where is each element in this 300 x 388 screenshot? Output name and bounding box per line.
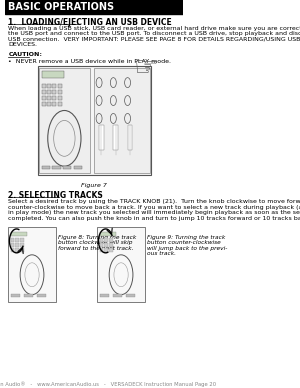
Bar [63,166,71,169]
Text: DEVICES.: DEVICES. [8,42,37,47]
Text: button counter-clockwise: button counter-clockwise [147,241,220,245]
Text: 1.  LOADING/EJECTING AN USB DEVICE: 1. LOADING/EJECTING AN USB DEVICE [8,18,172,27]
Text: USB connection.  VERY IMPORTANT: PLEASE SEE PAGE 8 FOR DETAILS REGARDING/USING U: USB connection. VERY IMPORTANT: PLEASE S… [8,37,300,42]
Bar [58,95,62,100]
Bar [52,166,61,169]
Bar [38,66,151,175]
Bar [15,238,19,242]
Bar [20,248,24,252]
Text: completed. You can also push the knob in and turn to jump 10 tracks forward or 1: completed. You can also push the knob in… [8,215,300,220]
Bar [5,0,183,14]
Bar [11,248,14,252]
Bar [47,95,51,100]
Text: the USB port and connect to the USB port. To disconnect a USB drive, stop playba: the USB port and connect to the USB port… [8,31,300,36]
Bar [100,294,109,297]
Text: •  NEVER remove a USB device while in PLAY mode.: • NEVER remove a USB device while in PLA… [8,59,171,64]
Bar [109,243,113,247]
Bar [20,243,24,247]
Bar [41,95,46,100]
Text: in play mode) the new track you selected will immediately begin playback as soon: in play mode) the new track you selected… [8,210,300,215]
Bar [41,166,50,169]
Bar [24,294,33,297]
Bar [52,102,56,106]
Text: ☞: ☞ [134,54,159,82]
Bar [47,102,51,106]
Text: ous track.: ous track. [147,251,175,256]
Bar [41,71,64,78]
Bar [20,238,24,242]
Bar [15,248,19,252]
Text: ©American Audio®   -   www.AmericanAudio.us   -   VERSADECK Instruction Manual P: ©American Audio® - www.AmericanAudio.us … [0,381,216,387]
Bar [113,294,122,297]
Bar [74,166,82,169]
Bar [11,238,14,242]
Text: button clockwise will skip: button clockwise will skip [58,241,132,245]
Text: will jump back to the previ-: will jump back to the previ- [147,246,227,251]
Bar [128,125,132,150]
Text: forward to the next track.: forward to the next track. [58,246,133,251]
Bar [11,294,20,297]
Bar [58,102,62,106]
Text: CAUTION:: CAUTION: [8,52,42,57]
Text: BASIC OPERATIONS: BASIC OPERATIONS [8,2,114,12]
Bar [39,68,90,173]
Bar [94,68,149,173]
Bar [104,238,108,242]
Bar [41,84,46,88]
Bar [47,84,51,88]
Bar [58,90,62,94]
Bar [104,248,108,252]
Bar [58,84,62,88]
Bar [100,243,103,247]
Bar [109,238,113,242]
Bar [47,90,51,94]
Bar [109,248,113,252]
Bar [41,102,46,106]
Bar [99,125,104,150]
Bar [8,227,56,301]
Bar [104,243,108,247]
Text: Figure 7: Figure 7 [81,183,107,188]
Text: Figure 8: Turning the track: Figure 8: Turning the track [58,235,136,240]
Bar [100,238,103,242]
Bar [100,248,103,252]
Bar [37,294,46,297]
Text: 2. SELECTING TRACKS: 2. SELECTING TRACKS [8,191,103,200]
Bar [52,95,56,100]
Text: Figure 9: Turning the track: Figure 9: Turning the track [147,235,225,240]
Bar [41,90,46,94]
Bar [97,227,145,301]
Bar [15,243,19,247]
Text: Select a desired track by using the TRACK KNOB (21).  Turn the knob clockwise to: Select a desired track by using the TRAC… [8,199,300,204]
Bar [11,243,14,247]
Text: When loading a USB stick, USB card reader, or external hard drive make sure you : When loading a USB stick, USB card reade… [8,26,300,31]
Bar [100,232,116,236]
Bar [126,294,135,297]
Text: counter-clockwise to move back a track. If you want to select a new track during: counter-clockwise to move back a track. … [8,204,300,210]
Bar [52,90,56,94]
Bar [11,232,27,236]
Bar [113,125,118,150]
Bar [52,84,56,88]
